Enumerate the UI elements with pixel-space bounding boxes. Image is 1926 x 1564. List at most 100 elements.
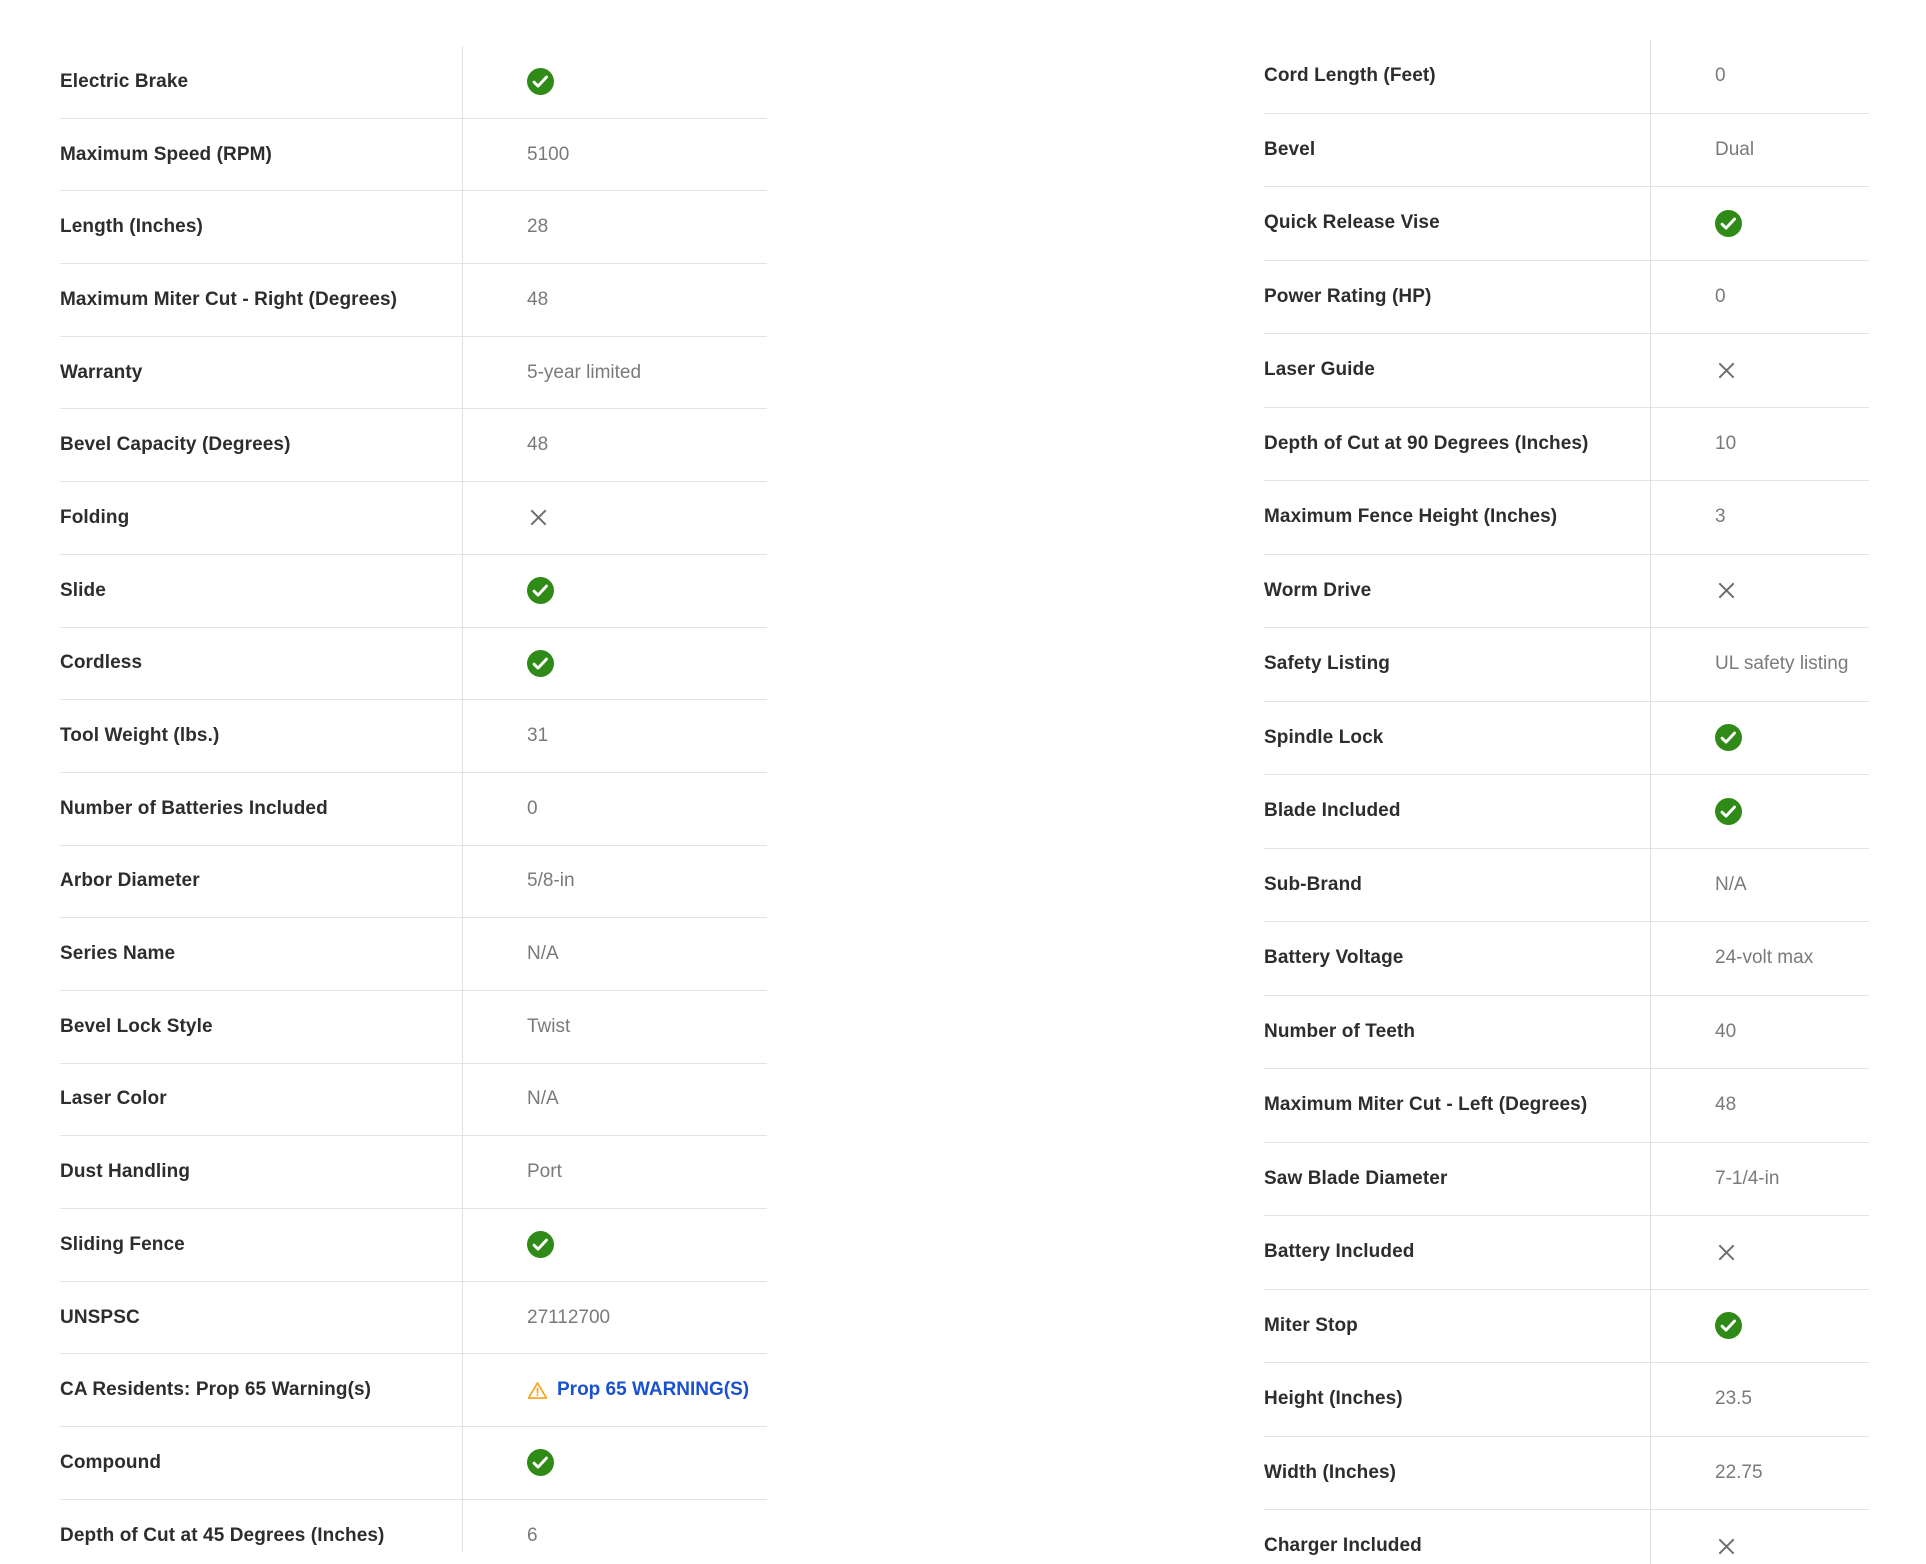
spec-label: Slide <box>60 579 106 601</box>
spec-row: Height (Inches) 23.5 <box>1264 1363 1869 1437</box>
spec-row: Compound <box>60 1427 767 1500</box>
spec-value-cell: 48 <box>1650 1094 1869 1116</box>
spec-label: Spindle Lock <box>1264 726 1384 748</box>
spec-value-cell: N/A <box>462 943 767 965</box>
spec-table-right: Cord Length (Feet) 0 Bevel Dual Quick Releas… <box>1264 40 1869 1564</box>
spec-label: UNSPSC <box>60 1306 140 1328</box>
spec-row: Maximum Miter Cut - Right (Degrees) 48 <box>60 264 767 337</box>
spec-label: Power Rating (HP) <box>1264 285 1432 307</box>
spec-value-cell <box>1650 579 1869 602</box>
spec-row: Miter Stop <box>1264 1290 1869 1363</box>
check-icon <box>527 1231 554 1259</box>
spec-row: Bevel Capacity (Degrees) 48 <box>60 409 767 483</box>
spec-value-cell: 5100 <box>462 144 767 166</box>
spec-row: Dust Handling Port <box>60 1136 767 1209</box>
spec-row: Maximum Miter Cut - Left (Degrees) 48 <box>1264 1069 1869 1143</box>
right-table-column-divider <box>1650 40 1651 1564</box>
spec-row: CA Residents: Prop 65 Warning(s) Prop 65 … <box>60 1354 767 1428</box>
spec-label: Series Name <box>60 943 176 965</box>
spec-value-cell <box>462 506 767 529</box>
check-icon <box>527 649 554 677</box>
check-icon <box>1715 209 1742 237</box>
spec-label: Bevel Capacity (Degrees) <box>60 434 291 456</box>
spec-value: 5-year limited <box>527 361 642 383</box>
check-icon <box>527 1449 554 1477</box>
spec-value: Port <box>527 1161 562 1183</box>
spec-row: Safety Listing UL safety listing <box>1264 628 1869 702</box>
spec-row: Depth of Cut at 45 Degrees (Inches) 6 <box>60 1500 767 1564</box>
spec-row: Series Name N/A <box>60 918 767 991</box>
spec-label: Sub-Brand <box>1264 873 1363 895</box>
spec-label: Length (Inches) <box>60 216 203 238</box>
check-icon <box>1715 724 1742 752</box>
spec-label: Worm Drive <box>1264 579 1372 601</box>
spec-value: 22.75 <box>1715 1461 1763 1483</box>
spec-label: Number of Batteries Included <box>60 797 328 819</box>
spec-value: 0 <box>527 797 538 819</box>
spec-row: Maximum Speed (RPM) 5100 <box>60 119 767 192</box>
spec-value: N/A <box>527 943 559 965</box>
spec-value-cell: 0 <box>462 798 767 820</box>
spec-value-cell: 27112700 <box>462 1307 767 1329</box>
spec-value-cell <box>1650 359 1869 382</box>
spec-label: Cordless <box>60 652 143 674</box>
check-icon <box>1715 797 1742 825</box>
spec-value-cell <box>1650 209 1869 237</box>
spec-label: Laser Color <box>60 1088 167 1110</box>
spec-row: Saw Blade Diameter 7-1/4-in <box>1264 1143 1869 1216</box>
spec-row: Maximum Fence Height (Inches) 3 <box>1264 481 1869 555</box>
spec-label: Tool Weight (lbs.) <box>60 725 220 747</box>
spec-row: Worm Drive <box>1264 555 1869 628</box>
check-icon <box>527 577 554 605</box>
spec-label: Bevel Lock Style <box>60 1015 213 1037</box>
spec-value-cell: Prop 65 WARNING(S) <box>462 1379 767 1401</box>
cross-icon <box>527 506 550 529</box>
spec-row: Number of Teeth 40 <box>1264 996 1869 1069</box>
spec-label: Maximum Speed (RPM) <box>60 143 272 165</box>
spec-value: 5/8-in <box>527 870 575 892</box>
spec-label: Saw Blade Diameter <box>1264 1167 1448 1189</box>
spec-row: Arbor Diameter 5/8-in <box>60 846 767 919</box>
spec-label: Compound <box>60 1451 162 1473</box>
spec-value-cell: Dual <box>1650 139 1869 161</box>
spec-label: Number of Teeth <box>1264 1020 1416 1042</box>
spec-label: Sliding Fence <box>60 1233 185 1255</box>
spec-row: Battery Included <box>1264 1216 1869 1290</box>
spec-row: Laser Color N/A <box>60 1064 767 1137</box>
spec-row: Electric Brake <box>60 46 767 119</box>
spec-value-cell: 23.5 <box>1650 1388 1869 1410</box>
spec-value-cell <box>1650 1535 1869 1558</box>
spec-value: 5100 <box>527 143 570 165</box>
spec-value-cell: 0 <box>1650 65 1869 87</box>
spec-value-cell: 40 <box>1650 1021 1869 1043</box>
spec-value-cell: Port <box>462 1161 767 1183</box>
spec-row: Blade Included <box>1264 775 1869 849</box>
spec-row: Cordless <box>60 628 767 701</box>
spec-value: 7-1/4-in <box>1715 1167 1780 1189</box>
spec-value-cell <box>1650 797 1869 825</box>
spec-value-cell: 24-volt max <box>1650 947 1869 969</box>
spec-value-cell: 10 <box>1650 433 1869 455</box>
spec-row: UNSPSC 27112700 <box>60 1282 767 1355</box>
spec-value: 23.5 <box>1715 1388 1752 1410</box>
check-icon <box>527 68 554 96</box>
spec-value: N/A <box>527 1088 559 1110</box>
spec-value-cell: 28 <box>462 216 767 238</box>
spec-label: Miter Stop <box>1264 1314 1358 1336</box>
spec-label: Depth of Cut at 45 Degrees (Inches) <box>60 1524 385 1546</box>
spec-label: Charger Included <box>1264 1535 1422 1557</box>
spec-row: Laser Guide <box>1264 334 1869 408</box>
spec-table-left: Electric Brake Maximum Speed (RPM) 5100 Len… <box>60 46 767 1564</box>
spec-label: Quick Release Vise <box>1264 212 1440 234</box>
spec-value: 6 <box>527 1524 538 1546</box>
spec-label: Battery Voltage <box>1264 947 1404 969</box>
spec-value-cell: Twist <box>462 1016 767 1038</box>
spec-value-cell <box>462 1231 767 1259</box>
spec-row: Sliding Fence <box>60 1209 767 1282</box>
spec-row: Folding <box>60 482 767 555</box>
spec-value-cell: 6 <box>462 1525 767 1547</box>
prop65-warning-link[interactable]: Prop 65 WARNING(S) <box>527 1379 749 1401</box>
spec-label: Laser Guide <box>1264 359 1375 381</box>
spec-label: Depth of Cut at 90 Degrees (Inches) <box>1264 432 1589 454</box>
